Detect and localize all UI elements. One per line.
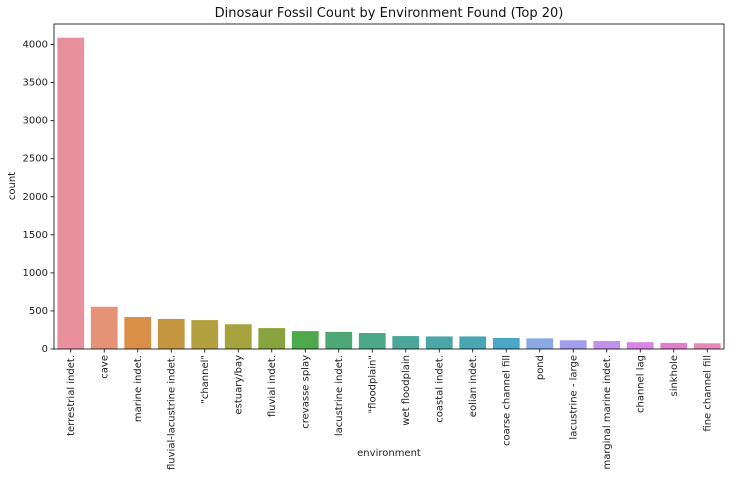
x-tick-label: crevasse splay: [300, 355, 311, 429]
y-axis: 0 500 1000 1500 2000 2500 3000 3500 4000: [23, 40, 54, 355]
x-tick-label: marine indet.: [133, 355, 144, 422]
x-tick-label: pond: [535, 355, 546, 380]
x-tick-label: lacustrine - large: [568, 355, 579, 440]
x-tick-label: lacustrine indet.: [334, 355, 345, 436]
bar: [57, 37, 85, 349]
x-tick-label: fluvial-lacustrine indet.: [166, 355, 177, 470]
x-tick-label: coastal indet.: [434, 355, 445, 423]
bar: [258, 328, 286, 349]
plot-background: [54, 24, 724, 349]
y-axis-label: count: [7, 172, 18, 200]
x-tick-label: terrestrial indet.: [66, 355, 77, 436]
bar: [459, 336, 487, 349]
x-tick-label: fluvial indet.: [267, 355, 278, 417]
bar: [124, 317, 152, 349]
y-tick-label: 500: [29, 306, 48, 317]
bar: [291, 331, 319, 349]
x-tick-label: estuary/bay: [233, 355, 244, 415]
bar: [157, 318, 185, 349]
y-tick-label: 4000: [23, 40, 48, 51]
y-tick-label: 3000: [23, 116, 48, 127]
x-tick-label: wet floodplain: [401, 355, 412, 426]
y-tick-label: 3500: [23, 78, 48, 89]
bar: [358, 333, 386, 349]
bar: [626, 342, 654, 349]
x-tick-label: channel lag: [635, 355, 646, 413]
bar: [392, 336, 420, 349]
bar: [325, 331, 353, 349]
x-tick-label: marginal marine indet.: [602, 355, 613, 470]
x-tick-label: cave: [99, 355, 110, 379]
y-tick-label: 1500: [23, 230, 48, 241]
x-axis: terrestrial indet. cave marine indet. fluvi…: [66, 349, 713, 470]
bar: [425, 336, 453, 349]
plot-border: [53, 23, 725, 350]
bar: [660, 342, 688, 349]
bar: [90, 306, 118, 349]
bars-group: [57, 37, 721, 349]
bar: [593, 341, 621, 349]
chart-title: Dinosaur Fossil Count by Environment Fou…: [215, 6, 564, 21]
y-tick-label: 1000: [23, 268, 48, 279]
plot-frame: [53, 23, 725, 350]
bar: [559, 340, 587, 349]
y-tick-label: 2000: [23, 192, 48, 203]
x-tick-label: coarse channel fill: [501, 355, 512, 446]
x-tick-label: sinkhole: [669, 355, 680, 397]
y-tick-label: 2500: [23, 154, 48, 165]
x-tick-label: fine channel fill: [702, 355, 713, 432]
bar: [693, 343, 721, 349]
y-tick-label: 0: [42, 344, 48, 355]
bar: [526, 338, 554, 349]
bar: [191, 320, 219, 349]
bar: [492, 337, 520, 349]
x-tick-label: eolian indet.: [468, 355, 479, 417]
x-tick-label: "floodplain": [367, 355, 378, 413]
bar: [224, 324, 252, 349]
x-tick-label: "channel": [200, 355, 211, 404]
x-axis-label: environment: [357, 448, 421, 459]
